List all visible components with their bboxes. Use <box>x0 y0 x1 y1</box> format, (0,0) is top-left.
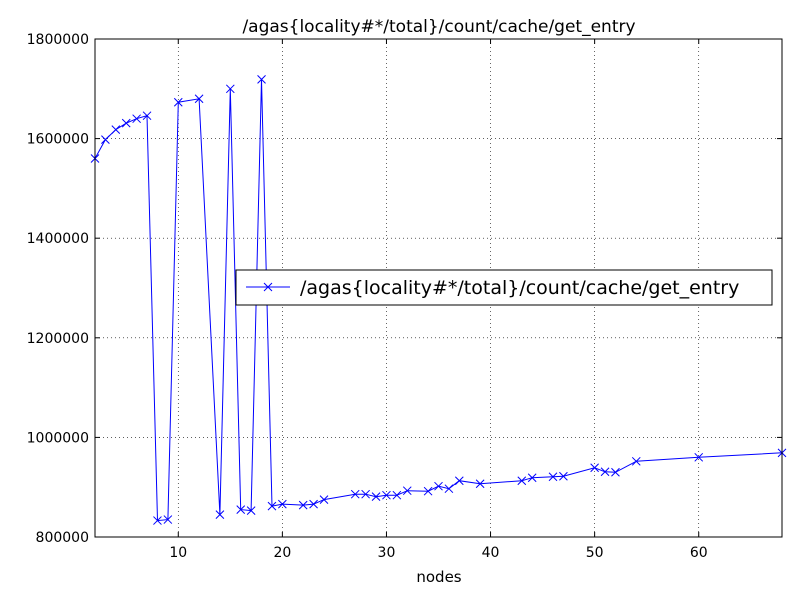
data-point <box>527 473 537 483</box>
data-point <box>225 84 235 94</box>
data-point <box>246 506 256 515</box>
data-point <box>132 114 141 124</box>
y-tick-label: 1000000 <box>27 430 89 446</box>
data-point <box>600 467 610 477</box>
chart-title: /agas{locality#*/total}/count/cache/get_… <box>242 17 635 37</box>
data-point <box>101 135 110 144</box>
y-tick-label: 800000 <box>36 530 89 546</box>
data-point <box>309 499 318 509</box>
y-tick-label: 1600000 <box>27 132 89 148</box>
data-point <box>434 481 443 491</box>
data-point <box>402 486 412 496</box>
data-point <box>194 94 204 104</box>
data-point <box>423 486 433 496</box>
x-tick-label: 30 <box>378 545 396 561</box>
data-point <box>278 499 287 509</box>
data-point <box>517 476 527 486</box>
legend-box <box>235 269 773 306</box>
legend-marker <box>263 282 273 292</box>
data-point <box>121 118 131 128</box>
legend: /agas{locality#*/total}/count/cache/get_… <box>235 269 773 306</box>
x-tick-label: 50 <box>586 545 604 561</box>
data-point <box>319 495 329 505</box>
data-point <box>267 501 277 511</box>
y-tick-label: 1400000 <box>27 231 89 247</box>
data-point <box>298 500 308 510</box>
data-point <box>153 516 162 525</box>
data-point <box>548 472 558 482</box>
data-point <box>559 471 568 481</box>
data-point <box>142 111 152 121</box>
x-tick-label: 60 <box>690 545 708 561</box>
data-point <box>590 463 599 473</box>
data-point <box>173 97 183 107</box>
data-point <box>257 74 266 84</box>
data-point <box>382 490 391 500</box>
data-point <box>111 125 121 134</box>
data-point <box>444 484 454 494</box>
y-tick-label: 1800000 <box>27 32 89 48</box>
x-axis-label: nodes <box>416 568 461 586</box>
x-tick-label: 20 <box>273 545 291 561</box>
series-line-group <box>90 74 787 525</box>
data-point <box>475 479 485 489</box>
data-point <box>631 456 641 466</box>
data-point <box>371 492 381 502</box>
x-tick-label: 10 <box>169 545 187 561</box>
data-point <box>611 467 620 477</box>
data-point <box>694 452 704 462</box>
data-point <box>215 510 225 519</box>
x-tick-label: 40 <box>482 545 500 561</box>
data-point <box>454 476 464 486</box>
data-point <box>163 515 173 524</box>
axis-ticks: 10 20 30 40 50 60 800000 1000000 1200000 1400000 1… <box>27 32 782 561</box>
y-tick-label: 1200000 <box>27 331 89 347</box>
plot-frame <box>94 38 783 538</box>
data-point <box>350 489 360 499</box>
legend-label: /agas{locality#*/total}/count/cache/get_… <box>300 277 739 299</box>
data-point <box>392 490 402 500</box>
data-point <box>361 489 370 499</box>
data-point <box>236 505 246 514</box>
